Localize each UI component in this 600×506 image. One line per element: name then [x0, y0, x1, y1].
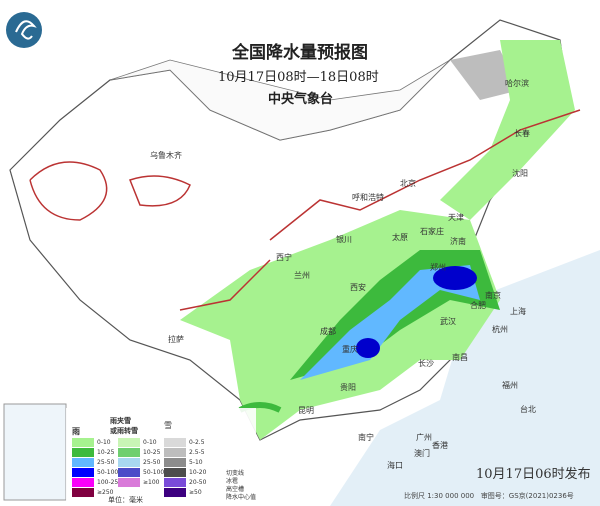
city-label: 广州 — [416, 433, 432, 442]
city-label: 澳门 — [414, 449, 430, 458]
city-label: 台北 — [520, 405, 536, 414]
legend: 雨 雨夹雪 或雨转雪 雪 0-10 10-25 25-50 50-100 100-250… — [66, 408, 256, 504]
legend-label-sleet: 0-10 — [143, 439, 157, 446]
city-label: 南昌 — [452, 353, 468, 362]
forecast-period: 10月17日08时—18日08时 — [218, 70, 379, 85]
publish-time: 10月17日06时发布 — [476, 467, 591, 482]
legend-swatch-rain — [72, 458, 94, 467]
legend-swatch-rain — [72, 438, 94, 447]
trough-line-2 — [129, 175, 191, 207]
trough-line-4 — [179, 259, 271, 311]
city-label: 昆明 — [298, 406, 314, 415]
city-label: 成都 — [320, 327, 336, 336]
city-label: 拉萨 — [168, 335, 184, 344]
city-label: 银川 — [336, 235, 352, 244]
city-label: 西安 — [350, 283, 366, 292]
legend-swatch-rain — [72, 488, 94, 497]
city-label: 天津 — [448, 213, 464, 222]
legend-label-sleet: 50-100 — [143, 469, 165, 476]
issuer: 中央气象台 — [268, 92, 334, 107]
legend-unit: 单位：毫米 — [108, 496, 143, 504]
legend-symbol: 降水中心值 — [226, 494, 257, 501]
legend-label-rain: 50-100 — [97, 469, 119, 476]
scale: 比例尺 1:30 000 000 — [404, 492, 475, 500]
legend-label-sleet: 25-50 — [143, 459, 161, 466]
legend-symbol: 切变线 — [226, 470, 245, 477]
city-label: 武汉 — [440, 317, 456, 326]
legend-swatch-snow — [164, 438, 186, 447]
legend-label-rain: 100-250 — [97, 479, 123, 486]
city-label: 郑州 — [430, 263, 446, 272]
legend-label-snow: 5-10 — [189, 459, 203, 466]
city-label: 乌鲁木齐 — [150, 151, 182, 160]
city-label: 杭州 — [492, 325, 508, 334]
city-label: 太原 — [392, 233, 408, 242]
legend-symbol: 冰雹 — [226, 478, 239, 485]
legend-label-snow: 10-20 — [189, 469, 207, 476]
city-label: 兰州 — [294, 271, 310, 280]
city-label: 南京 — [485, 291, 501, 300]
legend-rain-title: 雨 — [72, 427, 80, 436]
trough-line-1 — [29, 161, 108, 221]
legend-label-snow: 20-50 — [189, 479, 207, 486]
inset-south-china-sea — [3, 403, 67, 501]
legend-swatch-snow — [164, 458, 186, 467]
city-label: 贵阳 — [340, 383, 356, 392]
legend-sleet-title: 雨夹雪 或雨转雪 — [110, 417, 138, 435]
city-label: 呼和浩特 — [352, 193, 384, 202]
legend-swatch-snow — [164, 488, 186, 497]
city-label: 长春 — [514, 129, 530, 138]
city-label: 合肥 — [470, 301, 486, 310]
legend-label-snow: 2.5-5 — [189, 449, 205, 456]
legend-swatch-snow — [164, 478, 186, 487]
legend-label-rain: 0-10 — [97, 439, 111, 446]
legend-swatch-snow — [164, 468, 186, 477]
rain-heavy — [300, 265, 480, 380]
legend-swatch-snow — [164, 448, 186, 457]
neighbor-mongolia — [109, 59, 451, 141]
city-label: 香港 — [432, 441, 448, 450]
city-label: 北京 — [400, 179, 416, 188]
legend-label-rain: 10-25 — [97, 449, 115, 456]
city-label: 福州 — [502, 381, 518, 390]
rain-rainstorm-2 — [356, 338, 380, 358]
sea — [330, 250, 600, 506]
trough-line-3 — [269, 109, 581, 241]
snow-area-northeast — [450, 50, 520, 100]
city-label: 石家庄 — [420, 227, 444, 236]
scale-and-approval: 比例尺 1:30 000 000 审图号：GS京(2021)0236号 — [404, 491, 574, 501]
city-label: 南宁 — [358, 433, 374, 442]
legend-swatch-sleet — [118, 478, 140, 487]
approval-number: 审图号：GS京(2021)0236号 — [480, 492, 574, 500]
legend-label-sleet: ≥100 — [143, 479, 160, 486]
legend-swatch-rain — [72, 478, 94, 487]
legend-symbol: 高空槽 — [226, 486, 245, 493]
legend-snow-title: 雪 — [164, 421, 172, 430]
city-label: 长沙 — [418, 359, 434, 368]
legend-swatch-rain — [72, 468, 94, 477]
legend-swatch-sleet — [118, 448, 140, 457]
city-label: 沈阳 — [512, 169, 528, 178]
legend-swatch-sleet — [118, 468, 140, 477]
map-title: 全国降水量预报图 — [232, 43, 368, 63]
city-label: 西宁 — [276, 253, 292, 262]
city-label: 济南 — [450, 237, 466, 246]
city-label: 上海 — [510, 307, 526, 316]
legend-swatch-rain — [72, 448, 94, 457]
legend-label-snow: ≥50 — [189, 489, 202, 496]
rain-light-northeast — [440, 40, 575, 220]
legend-label-snow: 0-2.5 — [189, 439, 205, 446]
city-label: 哈尔滨 — [505, 79, 529, 88]
legend-label-rain: 25-50 — [97, 459, 115, 466]
legend-label-sleet: 10-25 — [143, 449, 161, 456]
legend-swatch-sleet — [118, 438, 140, 447]
rain-rainstorm-1 — [433, 266, 477, 290]
legend-label-rain: ≥250 — [97, 489, 114, 496]
city-label: 海口 — [387, 461, 403, 470]
legend-swatch-sleet — [118, 458, 140, 467]
city-label: 重庆 — [342, 345, 358, 354]
